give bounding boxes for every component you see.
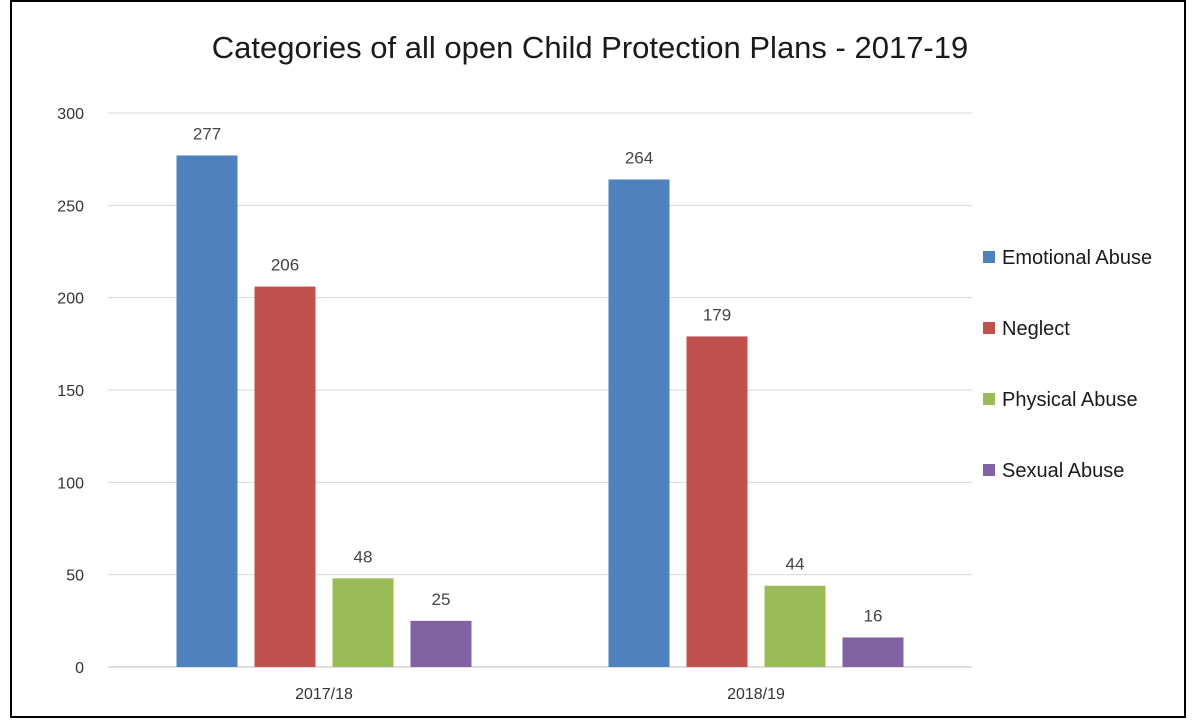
data-label: 48 [354,547,373,566]
legend-label: Sexual Abuse [1002,460,1124,482]
y-tick-label: 300 [57,106,84,123]
y-tick-label: 100 [57,475,84,492]
x-tick-label: 2017/18 [295,686,353,703]
y-tick-label: 250 [57,198,84,215]
legend: Emotional Abuse Neglect Physical Abuse Sexu… [983,247,1152,482]
legend-swatch [983,251,995,263]
chart-title: Categories of all open Child Protection … [211,30,969,65]
y-tick-label: 0 [75,660,84,677]
bars [176,155,904,668]
data-label: 25 [432,590,451,609]
data-labels: 277 206 48 25 264 179 44 16 [193,124,883,625]
data-label: 16 [864,606,883,625]
bar-emotional-abuse-2017-18 [176,155,238,667]
y-tick-label: 200 [57,291,84,308]
bar-emotional-abuse-2018-19 [608,179,670,668]
legend-swatch [983,322,995,334]
legend-label: Emotional Abuse [1002,247,1152,269]
bar-physical-abuse-2018-19 [764,585,826,667]
y-tick-label: 50 [66,568,84,585]
legend-swatch [983,464,995,476]
bar-physical-abuse-2017-18 [332,578,394,667]
gridlines [108,112,972,668]
bar-neglect-2017-18 [254,286,316,667]
data-label: 277 [193,124,221,143]
bar-neglect-2018-19 [686,336,748,667]
legend-label: Neglect [1002,318,1070,340]
legend-swatch [983,393,995,405]
bar-sexual-abuse-2018-19 [842,637,904,667]
bar-sexual-abuse-2017-18 [410,620,472,667]
x-tick-label: 2018/19 [727,686,785,703]
y-axis-ticks: 0 50 100 150 200 250 300 [57,106,84,677]
x-axis-ticks: 2017/18 2018/19 [295,686,785,703]
data-label: 264 [625,148,653,167]
data-label: 44 [786,555,805,574]
data-label: 206 [271,256,299,275]
data-label: 179 [703,305,731,324]
y-tick-label: 150 [57,383,84,400]
legend-label: Physical Abuse [1002,389,1138,411]
